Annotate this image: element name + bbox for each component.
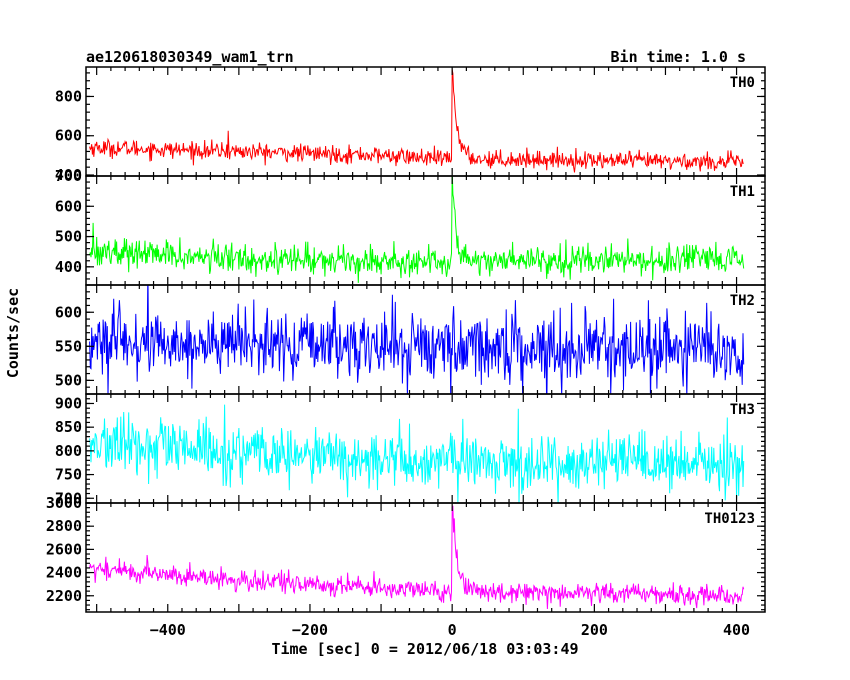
y-tick-label: 400 xyxy=(55,258,82,276)
panel-th0: 400 600 800 TH0 xyxy=(55,66,766,184)
series-label-th2: TH2 xyxy=(730,293,755,309)
series-line-th1 xyxy=(89,176,745,283)
series-label-th0: TH0 xyxy=(730,75,755,91)
x-tick-label: −200 xyxy=(292,621,328,639)
y-tick-label: 750 xyxy=(55,466,82,484)
x-tick-label: −400 xyxy=(150,621,186,639)
y-tick-label: 2400 xyxy=(46,564,82,582)
y-tick-label: 900 xyxy=(55,394,82,412)
x-tick-label: 400 xyxy=(723,621,750,639)
panel-frame xyxy=(85,66,766,177)
y-tick-label: 500 xyxy=(55,228,82,246)
y-tick-label: 600 xyxy=(55,197,82,215)
y-tick-label: 3000 xyxy=(46,494,82,512)
panel-frame xyxy=(85,502,766,613)
series-line-th3 xyxy=(89,404,745,503)
panel-th0123: 2200 2400 2600 2800 3000 TH0123 xyxy=(46,494,766,613)
y-tick-label: 600 xyxy=(55,303,82,321)
y-tick-label: 800 xyxy=(55,442,82,460)
y-axis-label: Counts/sec xyxy=(4,288,22,378)
y-tick-label: 500 xyxy=(55,371,82,389)
y-tick-label: 2600 xyxy=(46,540,82,558)
series-label-th3: TH3 xyxy=(730,402,755,418)
series-label-th1: TH1 xyxy=(730,184,755,200)
panel-th2: 500 550 600 TH2 xyxy=(55,284,766,395)
series-line-th2 xyxy=(89,285,745,394)
x-axis-tick-labels: −400 −200 0 200 400 xyxy=(150,621,750,639)
x-tick-label: 0 xyxy=(448,621,457,639)
y-tick-label: 700 xyxy=(55,489,82,507)
y-tick-label: 850 xyxy=(55,418,82,436)
x-tick-label: 200 xyxy=(581,621,608,639)
plot-title: ae120618030349_wam1_trn xyxy=(86,48,294,66)
series-label-th0123: TH0123 xyxy=(704,511,755,527)
bin-time-label: Bin time: 1.0 s xyxy=(611,48,746,66)
y-tick-label: 550 xyxy=(55,337,82,355)
x-axis-label: Time [sec] 0 = 2012/06/18 03:03:49 xyxy=(271,640,578,658)
y-tick-label: 800 xyxy=(55,87,82,105)
y-tick-label: 600 xyxy=(55,127,82,145)
series-line-th0 xyxy=(89,69,744,173)
panels-group: 400 600 800 TH0 400 500 600 700 TH1 500 550 600 TH2 7… xyxy=(46,66,766,613)
panel-th3: 700 750 800 850 900 TH3 xyxy=(55,393,766,507)
y-tick-label: 2800 xyxy=(46,517,82,535)
y-tick-label: 700 xyxy=(55,167,82,185)
panel-th1: 400 500 600 700 TH1 xyxy=(55,167,766,286)
series-line-th0123 xyxy=(89,505,745,610)
y-tick-label: 400 xyxy=(55,166,82,184)
y-tick-label: 2200 xyxy=(46,587,82,605)
